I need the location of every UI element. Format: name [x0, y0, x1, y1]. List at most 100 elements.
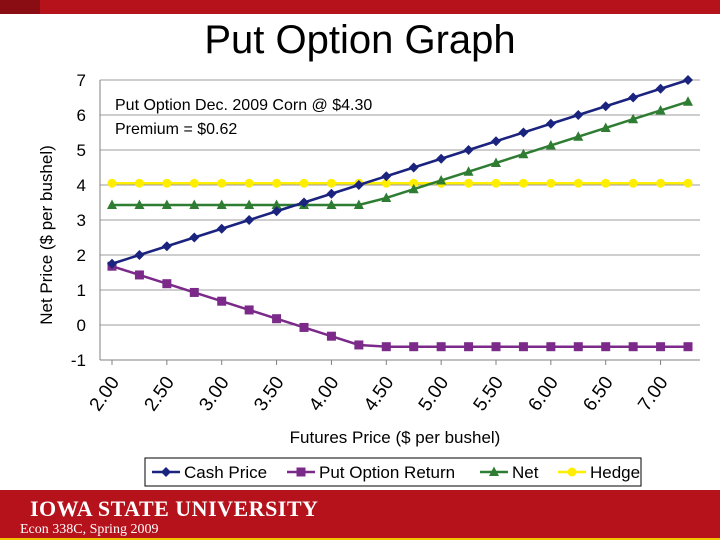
top-stripe-block — [0, 0, 40, 14]
data-point-cash-price — [381, 171, 392, 182]
data-point-net — [244, 199, 255, 209]
data-point-put-option-return — [683, 342, 693, 352]
x-tick-label: 7.00 — [634, 373, 672, 415]
y-tick-label: 2 — [77, 246, 86, 265]
x-tick-label: 3.50 — [250, 373, 288, 415]
x-tick-label: 6.50 — [579, 373, 617, 415]
data-point-cash-price — [134, 250, 145, 260]
data-point-hedge — [628, 178, 638, 188]
x-tick-label: 3.00 — [195, 373, 233, 415]
x-tick-label: 4.50 — [360, 373, 398, 415]
data-point-cash-price — [518, 127, 529, 138]
data-point-cash-price — [491, 136, 501, 147]
page-title: Put Option Graph — [204, 18, 516, 62]
x-tick-label: 5.50 — [470, 373, 508, 415]
data-point-hedge — [381, 178, 391, 188]
data-point-net — [655, 104, 666, 115]
data-point-net — [381, 192, 392, 202]
data-point-net — [326, 199, 337, 209]
data-point-put-option-return — [436, 342, 446, 352]
data-point-hedge — [601, 178, 611, 188]
x-tick-label: 2.00 — [86, 373, 124, 415]
data-point-net — [628, 113, 639, 124]
data-point-cash-price — [463, 145, 474, 155]
data-point-cash-price — [628, 92, 639, 103]
data-point-cash-price — [107, 258, 117, 269]
data-point-net — [491, 157, 501, 167]
data-point-hedge — [464, 178, 474, 188]
data-point-hedge — [244, 178, 254, 188]
data-point-net — [518, 148, 529, 159]
data-point-put-option-return — [491, 342, 501, 352]
legend-label: Put Option Return — [319, 463, 455, 482]
data-point-cash-price — [271, 206, 282, 217]
data-point-cash-price — [683, 75, 693, 85]
y-tick-label: 0 — [77, 316, 86, 335]
data-point-net — [436, 174, 447, 185]
data-point-put-option-return — [134, 270, 144, 280]
data-point-hedge — [189, 178, 199, 188]
data-point-cash-price — [216, 223, 227, 234]
legend: Cash Price Put Option Return Net Hedge — [144, 457, 642, 487]
legend-swatch-marker — [567, 467, 577, 477]
data-point-net — [271, 199, 282, 209]
legend-item-cash-price: Cash Price — [152, 463, 267, 482]
data-point-put-option-return — [628, 342, 638, 352]
data-point-cash-price — [545, 118, 556, 129]
x-tick-label: 5.00 — [415, 373, 453, 415]
y-tick-label: 7 — [77, 71, 86, 90]
data-point-put-option-return — [601, 342, 611, 352]
data-point-cash-price — [408, 162, 419, 173]
data-point-hedge — [491, 178, 501, 188]
data-point-net — [463, 166, 474, 176]
series-hedge — [107, 178, 693, 188]
legend-label: Hedge — [590, 463, 640, 482]
data-point-net — [134, 199, 145, 209]
data-point-hedge — [272, 178, 282, 188]
series — [107, 75, 693, 352]
data-point-net — [161, 199, 172, 209]
series-line-net — [112, 100, 689, 207]
series-put-option-return — [107, 261, 693, 352]
data-point-hedge — [162, 178, 172, 188]
data-point-cash-price — [436, 153, 447, 164]
y-gridlines — [100, 79, 700, 361]
top-stripe — [0, 0, 720, 14]
data-point-put-option-return — [656, 342, 666, 352]
data-point-put-option-return — [217, 296, 227, 306]
data-point-put-option-return — [518, 342, 528, 352]
x-tick-label: 6.00 — [525, 373, 563, 415]
data-point-cash-price — [244, 215, 255, 225]
legend-item-hedge: Hedge — [558, 463, 640, 482]
y-axis-label: Net Price ($ per bushel) — [37, 145, 56, 325]
series-cash-price — [107, 75, 693, 269]
data-point-hedge — [299, 178, 309, 188]
series-net — [107, 96, 693, 209]
data-point-hedge — [134, 178, 144, 188]
chart-annotation-premium: Premium = $0.62 — [115, 121, 237, 138]
footer-accent-line — [0, 538, 720, 540]
data-point-put-option-return — [326, 331, 336, 341]
legend-swatch-marker — [489, 466, 499, 476]
data-point-hedge — [683, 178, 693, 188]
series-line-put-option-return — [111, 265, 688, 348]
data-point-net — [600, 122, 611, 132]
data-point-put-option-return — [573, 342, 583, 352]
data-point-net — [573, 131, 584, 141]
y-tick-label: 4 — [77, 176, 86, 195]
footer-bar: IOWA STATE UNIVERSITY Econ 338C, Spring … — [0, 490, 720, 540]
data-point-put-option-return — [299, 322, 309, 332]
y-tick-label: 5 — [77, 141, 86, 160]
x-tick-label: 4.00 — [305, 373, 343, 415]
x-axis-label: Futures Price ($ per bushel) — [290, 428, 501, 447]
data-point-put-option-return — [189, 287, 199, 297]
data-point-hedge — [656, 178, 666, 188]
legend-item-put-option-return: Put Option Return — [287, 463, 455, 482]
data-point-hedge — [409, 178, 419, 188]
legend-swatch-marker — [296, 467, 306, 477]
series-line-cash-price — [111, 78, 689, 265]
data-point-cash-price — [326, 188, 337, 199]
data-point-hedge — [546, 178, 556, 188]
y-tick-label: 3 — [77, 211, 86, 230]
data-point-hedge — [217, 178, 227, 188]
